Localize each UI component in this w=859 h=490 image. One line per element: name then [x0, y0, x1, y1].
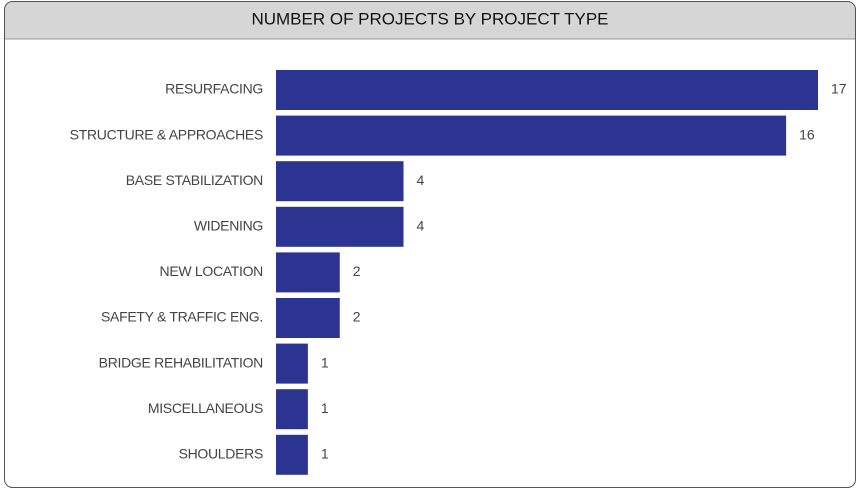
bar: [276, 161, 404, 202]
category-label: WIDENING: [194, 218, 263, 234]
value-label: 2: [353, 309, 361, 325]
panel-border: [4, 1, 856, 488]
category-label: NEW LOCATION: [160, 263, 263, 279]
value-label: 1: [321, 446, 329, 462]
category-label: BRIDGE REHABILITATION: [99, 354, 263, 370]
bar: [276, 434, 308, 475]
value-label: 1: [321, 354, 329, 370]
bar: [276, 70, 818, 110]
chart-title: NUMBER OF PROJECTS BY PROJECT TYPE: [251, 9, 608, 28]
bar: [276, 343, 308, 384]
value-label: 4: [417, 172, 425, 188]
category-label: STRUCTURE & APPROACHES: [70, 126, 263, 142]
value-label: 2: [353, 263, 361, 279]
value-label: 1: [321, 400, 329, 416]
bar: [276, 389, 308, 430]
value-label: 17: [831, 81, 847, 97]
bar: [276, 252, 340, 293]
category-label: SAFETY & TRAFFIC ENG.: [101, 309, 263, 325]
category-label: MISCELLANEOUS: [148, 400, 263, 416]
value-label: 4: [417, 218, 425, 234]
bar: [276, 115, 787, 156]
category-label: SHOULDERS: [179, 446, 263, 462]
category-label: BASE STABILIZATION: [126, 172, 263, 188]
header-band: [4, 1, 856, 39]
bar: [276, 298, 340, 338]
bar: [276, 206, 404, 247]
value-label: 16: [799, 126, 815, 142]
category-label: RESURFACING: [165, 81, 263, 97]
